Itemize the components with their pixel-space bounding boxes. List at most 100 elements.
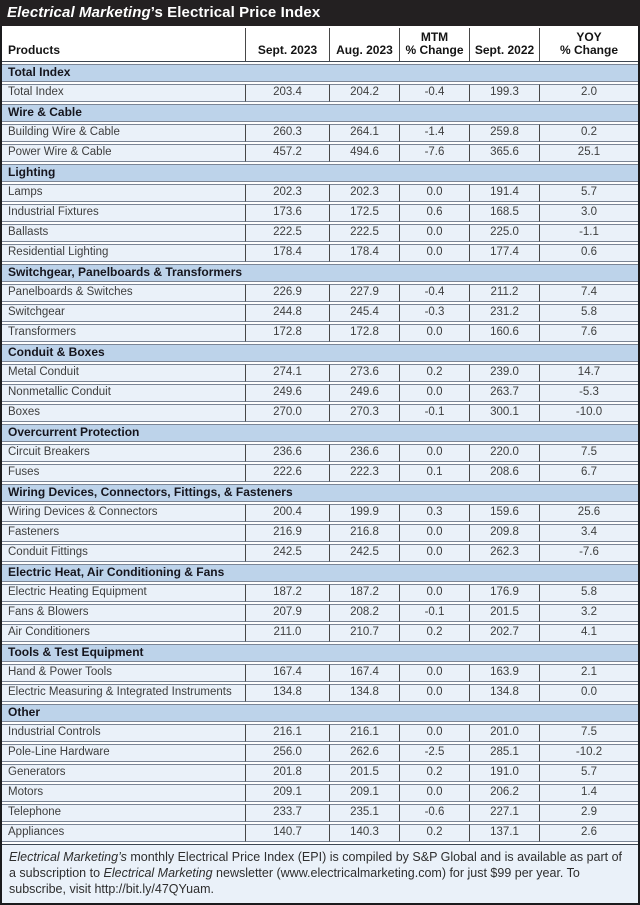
value-cell: 134.8 [245, 684, 329, 702]
value-cell: 0.0 [399, 444, 469, 462]
value-cell: 0.0 [539, 684, 638, 702]
value-cell: 273.6 [329, 364, 399, 382]
value-cell: 0.0 [399, 384, 469, 402]
value-cell: -10.0 [539, 404, 638, 422]
table-row-panelboards-switches: Panelboards & Switches 226.9 227.9 -0.4 211.… [2, 284, 638, 302]
value-cell: 0.0 [399, 684, 469, 702]
value-cell: 3.4 [539, 524, 638, 542]
value-cell: 242.5 [329, 544, 399, 562]
value-cell: 172.5 [329, 204, 399, 222]
value-cell: 177.4 [469, 244, 539, 262]
value-cell: 256.0 [245, 744, 329, 762]
value-cell: 0.0 [399, 664, 469, 682]
value-cell: 0.2 [399, 824, 469, 842]
value-cell: 187.2 [245, 584, 329, 602]
value-cell: 167.4 [245, 664, 329, 682]
section-row-wiring-devices-connectors-fittings-fasteners: Wiring Devices, Connectors, Fittings, & … [2, 484, 638, 502]
value-cell: 208.2 [329, 604, 399, 622]
page-title-rest: ’s Electrical Price Index [150, 4, 321, 21]
page-title: Electrical Marketing’s Electrical Price … [0, 0, 640, 26]
footer-publication-name: Electrical Marketing’s [9, 850, 127, 864]
value-cell: 220.0 [469, 444, 539, 462]
value-cell: 5.7 [539, 764, 638, 782]
value-cell: 0.6 [399, 204, 469, 222]
value-cell: 1.4 [539, 784, 638, 802]
table-row-hand-power-tools: Hand & Power Tools 167.4 167.4 0.0 163.9 2.1 [2, 664, 638, 682]
value-cell: 222.5 [329, 224, 399, 242]
value-cell: -0.1 [399, 604, 469, 622]
value-cell: 263.7 [469, 384, 539, 402]
product-cell: Appliances [2, 824, 245, 842]
table-row-fasteners: Fasteners 216.9 216.8 0.0 209.8 3.4 [2, 524, 638, 542]
table-row-lamps: Lamps 202.3 202.3 0.0 191.4 5.7 [2, 184, 638, 202]
value-cell: 249.6 [329, 384, 399, 402]
value-cell: 225.0 [469, 224, 539, 242]
value-cell: 7.6 [539, 324, 638, 342]
table-row-building-wire-cable: Building Wire & Cable 260.3 264.1 -1.4 259.8… [2, 124, 638, 142]
value-cell: 365.6 [469, 144, 539, 162]
value-cell: 0.6 [539, 244, 638, 262]
value-cell: -0.3 [399, 304, 469, 322]
value-cell: 5.8 [539, 304, 638, 322]
value-cell: 216.9 [245, 524, 329, 542]
value-cell: 2.0 [539, 84, 638, 102]
product-cell: Fuses [2, 464, 245, 482]
page-title-italic: Electrical Marketing [7, 4, 151, 21]
section-row-electric-heat-air-conditioning-fans: Electric Heat, Air Conditioning & Fans [2, 564, 638, 582]
product-cell: Conduit Fittings [2, 544, 245, 562]
value-cell: 2.9 [539, 804, 638, 822]
value-cell: 176.9 [469, 584, 539, 602]
value-cell: 203.4 [245, 84, 329, 102]
product-cell: Electric Heating Equipment [2, 584, 245, 602]
section-title: Wiring Devices, Connectors, Fittings, & … [2, 484, 638, 502]
product-cell: Lamps [2, 184, 245, 202]
product-cell: Telephone [2, 804, 245, 822]
value-cell: -0.1 [399, 404, 469, 422]
value-cell: 457.2 [245, 144, 329, 162]
value-cell: -0.4 [399, 84, 469, 102]
value-cell: 0.0 [399, 324, 469, 342]
value-cell: 216.1 [245, 724, 329, 742]
value-cell: 199.3 [469, 84, 539, 102]
value-cell: 202.7 [469, 624, 539, 642]
product-cell: Switchgear [2, 304, 245, 322]
value-cell: 208.6 [469, 464, 539, 482]
section-row-conduit-boxes: Conduit & Boxes [2, 344, 638, 362]
column-header-mtm-change: MTM% Change [399, 28, 469, 62]
table-row-switchgear: Switchgear 244.8 245.4 -0.3 231.2 5.8 [2, 304, 638, 322]
value-cell: 7.5 [539, 444, 638, 462]
value-cell: 216.1 [329, 724, 399, 742]
value-cell: 187.2 [329, 584, 399, 602]
product-cell: Generators [2, 764, 245, 782]
table-row-total-index: Total Index 203.4 204.2 -0.4 199.3 2.0 [2, 84, 638, 102]
value-cell: 14.7 [539, 364, 638, 382]
value-cell: 160.6 [469, 324, 539, 342]
value-cell: 239.0 [469, 364, 539, 382]
value-cell: 211.0 [245, 624, 329, 642]
value-cell: 245.4 [329, 304, 399, 322]
value-cell: 202.3 [245, 184, 329, 202]
product-cell: Pole-Line Hardware [2, 744, 245, 762]
section-title: Conduit & Boxes [2, 344, 638, 362]
value-cell: 200.4 [245, 504, 329, 522]
value-cell: 201.8 [245, 764, 329, 782]
table-row-ballasts: Ballasts 222.5 222.5 0.0 225.0 -1.1 [2, 224, 638, 242]
value-cell: 0.0 [399, 244, 469, 262]
product-cell: Transformers [2, 324, 245, 342]
product-cell: Power Wire & Cable [2, 144, 245, 162]
value-cell: 242.5 [245, 544, 329, 562]
section-title: Other [2, 704, 638, 722]
footer-note: Electrical Marketing’s monthly Electrica… [2, 844, 638, 903]
value-cell: 222.5 [245, 224, 329, 242]
column-header-yoy-change: YOY% Change [539, 28, 638, 62]
value-cell: 233.7 [245, 804, 329, 822]
table-row-conduit-fittings: Conduit Fittings 242.5 242.5 0.0 262.3 -7.6 [2, 544, 638, 562]
value-cell: 0.2 [399, 364, 469, 382]
product-cell: Fans & Blowers [2, 604, 245, 622]
table-row-metal-conduit: Metal Conduit 274.1 273.6 0.2 239.0 14.7 [2, 364, 638, 382]
value-cell: 4.1 [539, 624, 638, 642]
value-cell: 236.6 [329, 444, 399, 462]
table-row-air-conditioners: Air Conditioners 211.0 210.7 0.2 202.7 4.1 [2, 624, 638, 642]
product-cell: Boxes [2, 404, 245, 422]
